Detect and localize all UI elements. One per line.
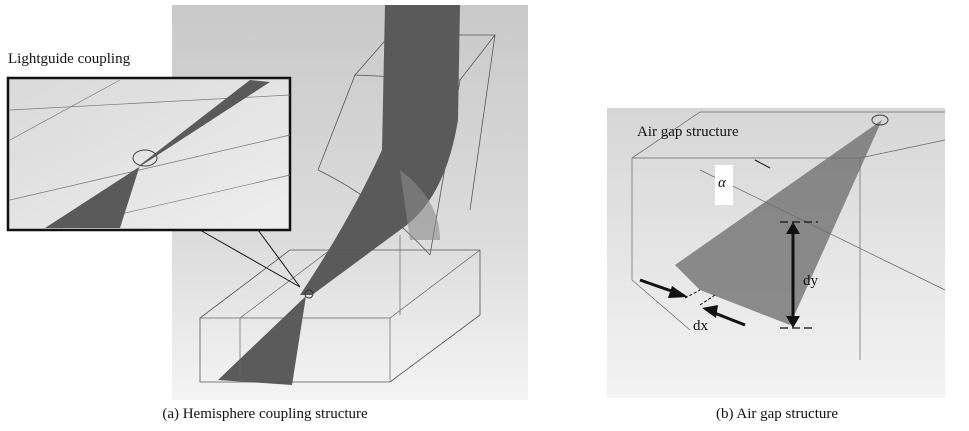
figure: Lightguide coupling (a) Hemisphere coupl… [0,0,969,431]
gap-label: Air gap structure [637,124,739,140]
inset-label: Lightguide coupling [8,51,131,67]
dy-label: dy [803,273,819,289]
dx-label: dx [693,318,709,334]
caption: (a) Hemisphere coupling structure [162,406,368,422]
caption: (b) Air gap structure [716,406,838,422]
render-b: Air gap structure α dy dx [607,108,945,398]
angle-label: α [718,175,727,191]
